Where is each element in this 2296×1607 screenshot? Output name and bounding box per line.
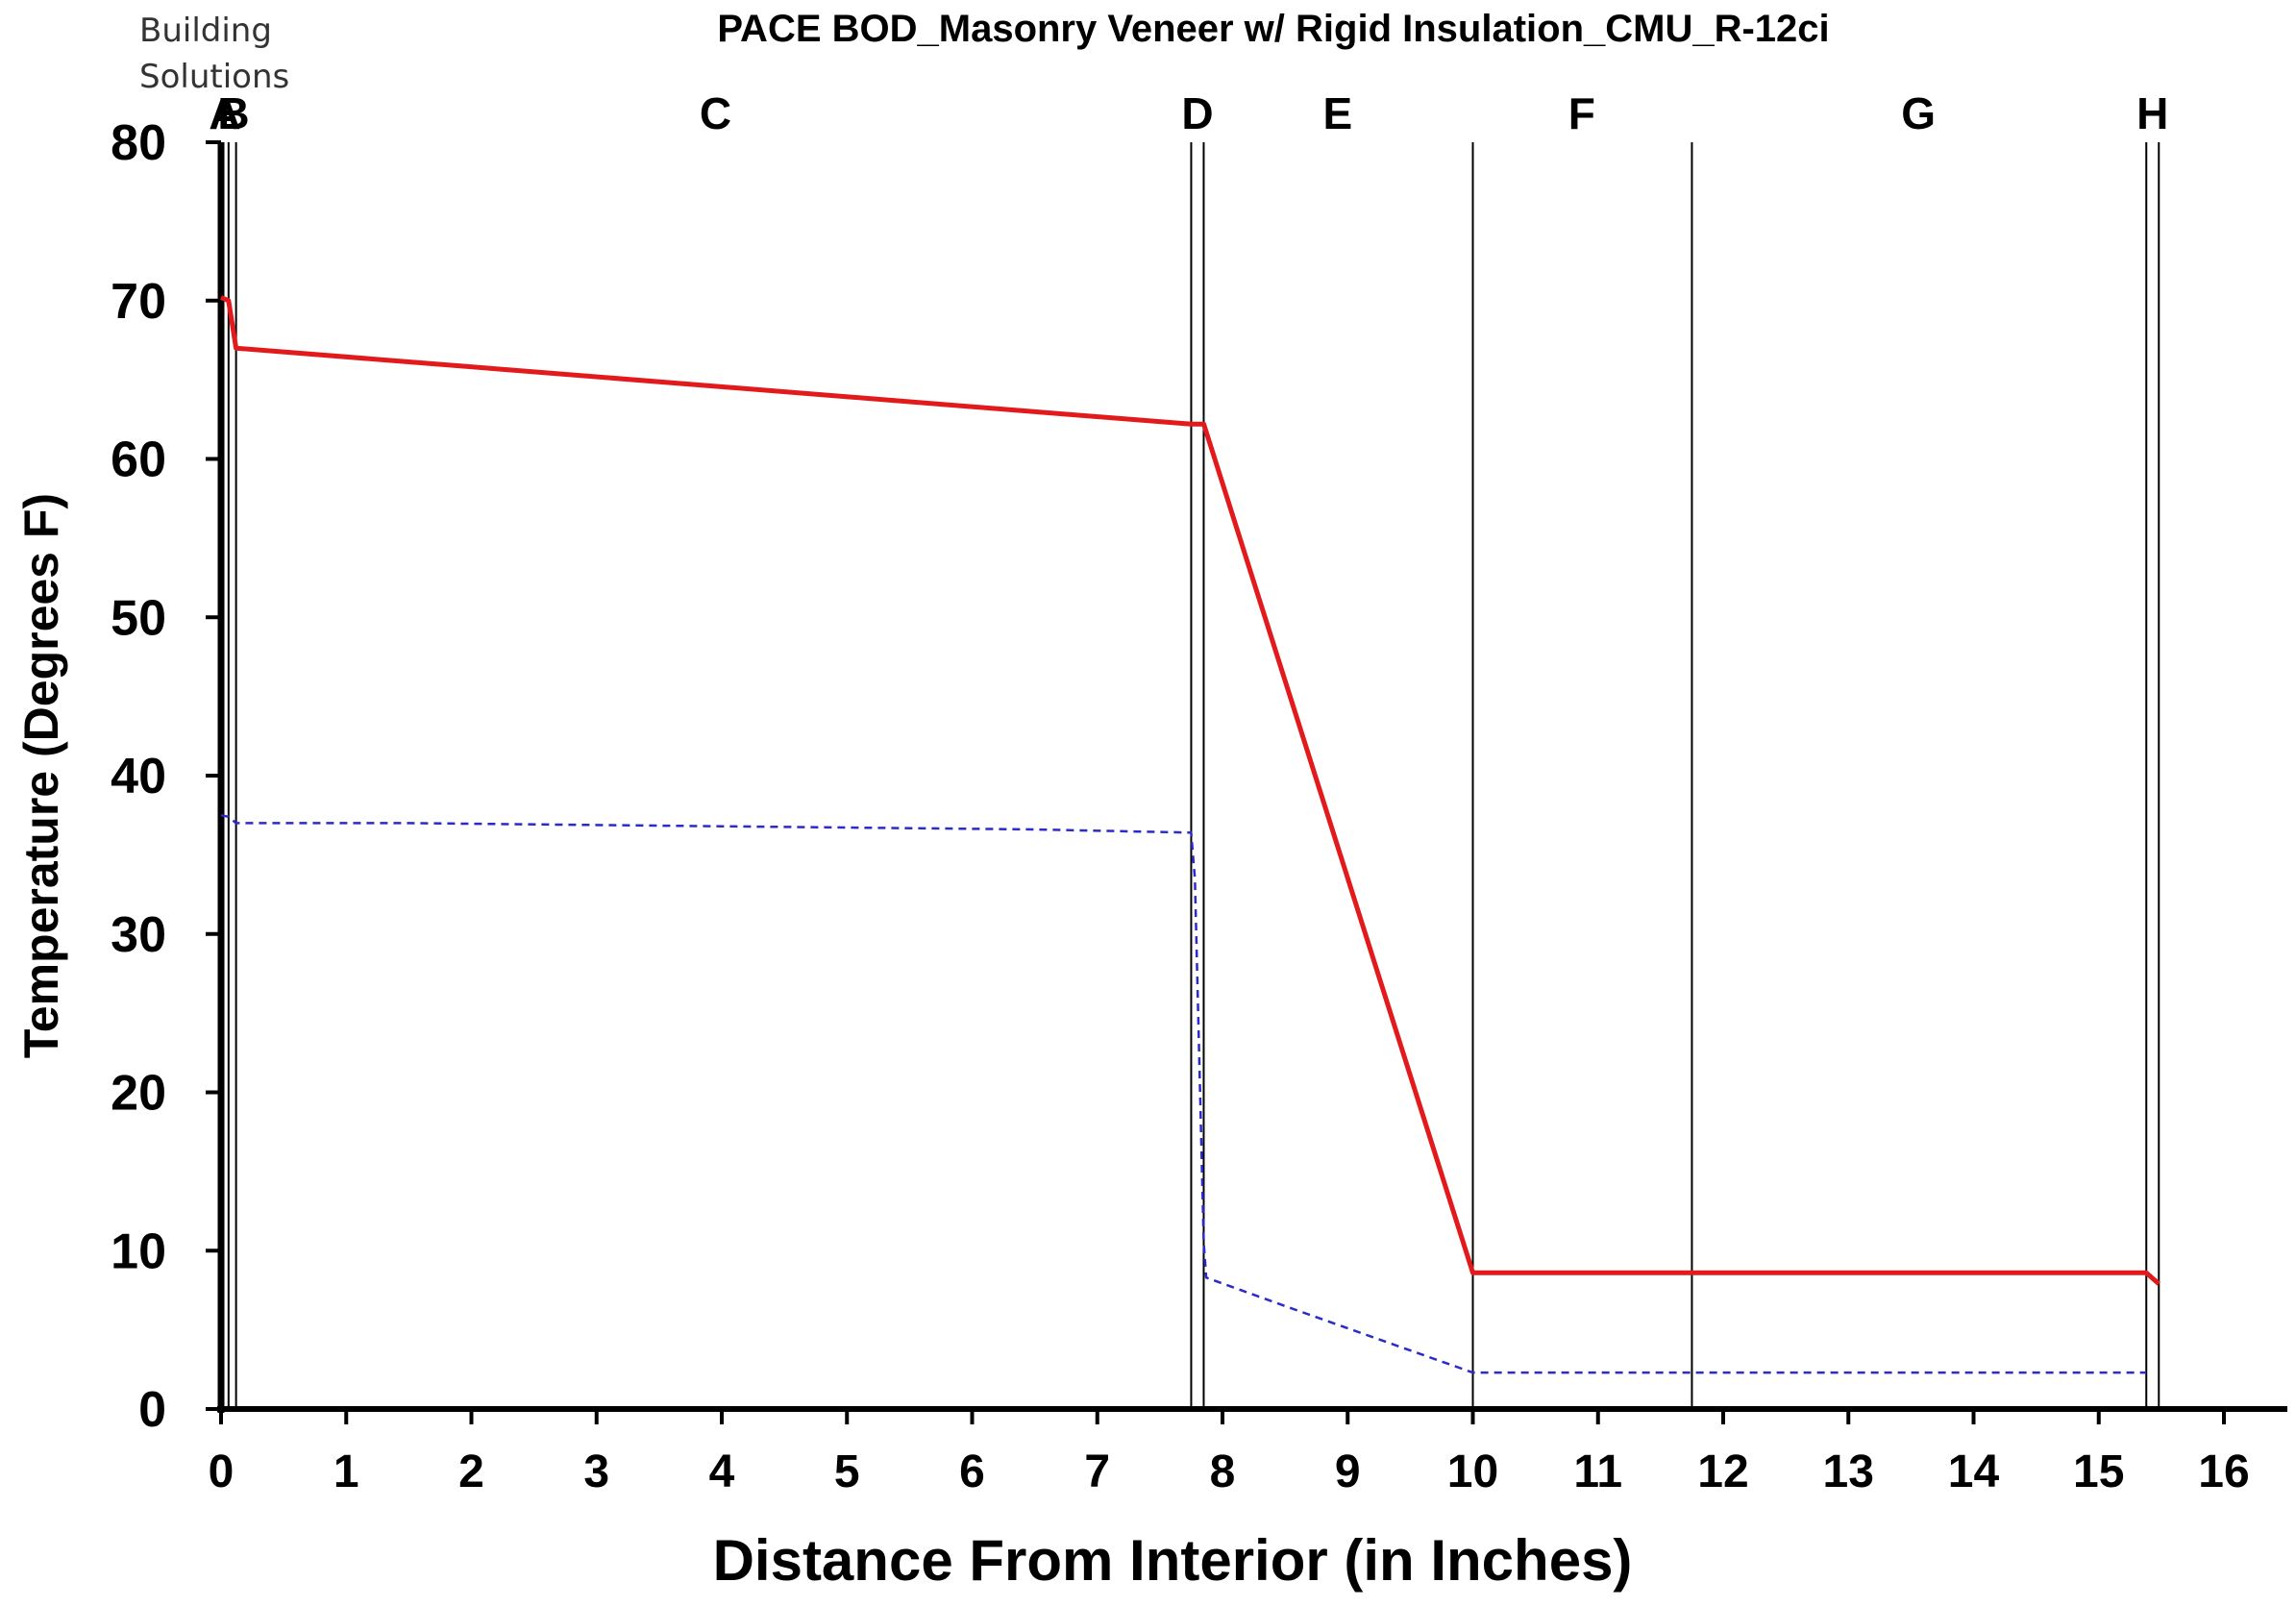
brand-logo-text: Building Solutions [139,8,289,100]
x-tick-label-1: 1 [333,1446,359,1497]
temperature-series-line [220,295,2160,1286]
layer-label-g: G [1901,88,1936,138]
y-tick-label-80: 80 [111,115,166,171]
x-tick-label-12: 12 [1697,1446,1748,1497]
x-tick-label-4: 4 [709,1446,735,1497]
y-tick-label-60: 60 [111,433,166,488]
layer-label-f: F [1568,88,1595,138]
x-tick-label-7: 7 [1084,1446,1110,1497]
layer-label-c: C [700,88,731,138]
y-tick-label-40: 40 [111,749,166,804]
y-tick-label-0: 0 [138,1382,166,1438]
x-tick-label-16: 16 [2198,1446,2249,1497]
layer-label-b: B [217,88,249,138]
y-axis-label: Temperature (Degrees F) [14,493,68,1058]
x-tick-label-8: 8 [1210,1446,1236,1497]
x-tick-label-11: 11 [1573,1446,1622,1497]
x-tick-label-5: 5 [834,1446,860,1497]
x-tick-label-13: 13 [1823,1446,1874,1497]
dewpoint-series-line [220,813,2147,1374]
layer-label-e: E [1322,88,1352,138]
y-tick-label-30: 30 [111,907,166,963]
x-tick-label-14: 14 [1948,1446,2000,1497]
x-axis-label: Distance From Interior (in Inches) [713,1528,1633,1593]
layer-label-d: D [1181,88,1213,138]
x-tick-label-6: 6 [959,1446,985,1497]
brand-line-1: Building [139,12,272,50]
x-tick-label-15: 15 [2073,1446,2124,1497]
y-tick-label-70: 70 [111,274,166,330]
x-tick-label-0: 0 [209,1446,235,1497]
y-tick-label-10: 10 [111,1224,166,1279]
layer-label-h: H [2136,88,2168,138]
x-tick-label-10: 10 [1447,1446,1498,1497]
y-tick-label-20: 20 [111,1066,166,1122]
brand-line-2: Solutions [139,58,290,96]
y-tick-label-50: 50 [111,590,166,646]
x-tick-label-3: 3 [583,1446,609,1497]
x-tick-label-2: 2 [458,1446,484,1497]
layer-label-a: A [209,88,240,138]
chart-title: PACE BOD_Masonry Veneer w/ Rigid Insulat… [717,8,1830,50]
x-tick-label-9: 9 [1335,1446,1361,1497]
